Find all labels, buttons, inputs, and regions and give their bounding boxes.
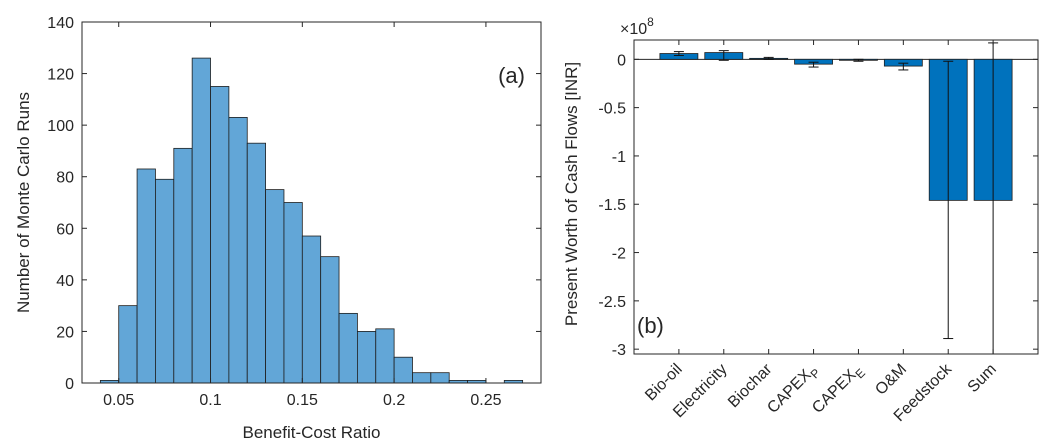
x-tick-label: CAPEXE [809,361,868,420]
y-tick-label: 0 [65,376,74,393]
histogram-y-ticks: 0 20 40 60 80 100 120 140 [47,15,541,393]
cashflow-y-axis-label: Present Worth of Cash Flows [INR] [562,62,581,326]
histogram-bar [320,256,340,384]
y-tick-label: 100 [47,118,74,135]
y-tick-label: 120 [47,67,74,84]
y-tick-label: -3 [612,342,626,359]
x-tick-label: 0.25 [470,392,501,409]
x-tick-label: 0.2 [383,392,405,409]
histogram-bar [393,356,413,384]
histogram-bar [412,372,432,384]
y-tick-label: -2.5 [598,294,626,311]
cashflow-bars [659,52,1013,201]
multiplier-exponent: 8 [647,15,654,29]
y-tick-label: -1 [612,149,626,166]
y-axis-multiplier: ×108 [620,15,654,38]
y-tick-label: 20 [56,324,74,341]
cashflow-y-ticks: 0 -0.5 -1 -1.5 -2 -2.5 -3 [598,52,1038,359]
histogram-axes-box [81,21,542,384]
histogram-bar [283,202,303,384]
histogram-bar [155,178,175,384]
x-tick-label: Sum [965,361,1000,396]
y-tick-label: -0.5 [598,101,626,118]
panel-label-b: (b) [637,313,664,338]
x-tick-label: O&M [872,361,910,399]
histogram-x-axis-label: Benefit-Cost Ratio [243,423,381,442]
cashflow-panel: 0-0.5-1-1.5-2-2.5-3 Bio-oilElectricityBi… [562,15,1039,425]
histogram-bar [118,305,138,384]
y-tick-label: -2 [612,246,626,263]
panel-label-a: (a) [498,63,525,88]
histogram-bar [173,147,193,384]
histogram-bar [136,168,156,384]
histogram-bar [356,331,377,384]
x-tick-label: 0.1 [199,392,221,409]
y-tick-label: 40 [56,273,74,290]
x-tick-label: Bio-oil [642,361,685,404]
cashflow-error-bars [673,42,999,355]
histogram-y-axis-label: Number of Monte Carlo Runs [14,92,33,313]
y-tick-label: 60 [56,221,74,238]
y-tick-label: 80 [56,170,74,187]
x-tick-label: 0.15 [287,392,318,409]
x-tick-label: 0.05 [103,392,134,409]
multiplier-base: ×10 [620,21,647,38]
histogram-panel: 0.05 0.1 0.15 0.2 0.25 0 20 40 60 80 100 120 140 (a… [14,15,542,442]
y-tick-label: 140 [47,15,74,32]
y-tick-label: 0 [617,52,626,69]
histogram-bars [99,57,524,384]
histogram-bar [375,328,395,384]
histogram-bar [430,372,450,384]
histogram-x-ticks: 0.05 0.1 0.15 0.2 0.25 [103,22,502,409]
histogram-bar [210,86,230,384]
y-tick-label: -1.5 [598,197,626,214]
histogram-bar [301,235,322,384]
histogram-bar [228,117,248,384]
histogram-bar [265,189,285,384]
histogram-bar [246,142,267,384]
histogram-bar [191,57,211,384]
histogram-bar [338,312,358,384]
cashflow-axes-box [633,39,1039,355]
